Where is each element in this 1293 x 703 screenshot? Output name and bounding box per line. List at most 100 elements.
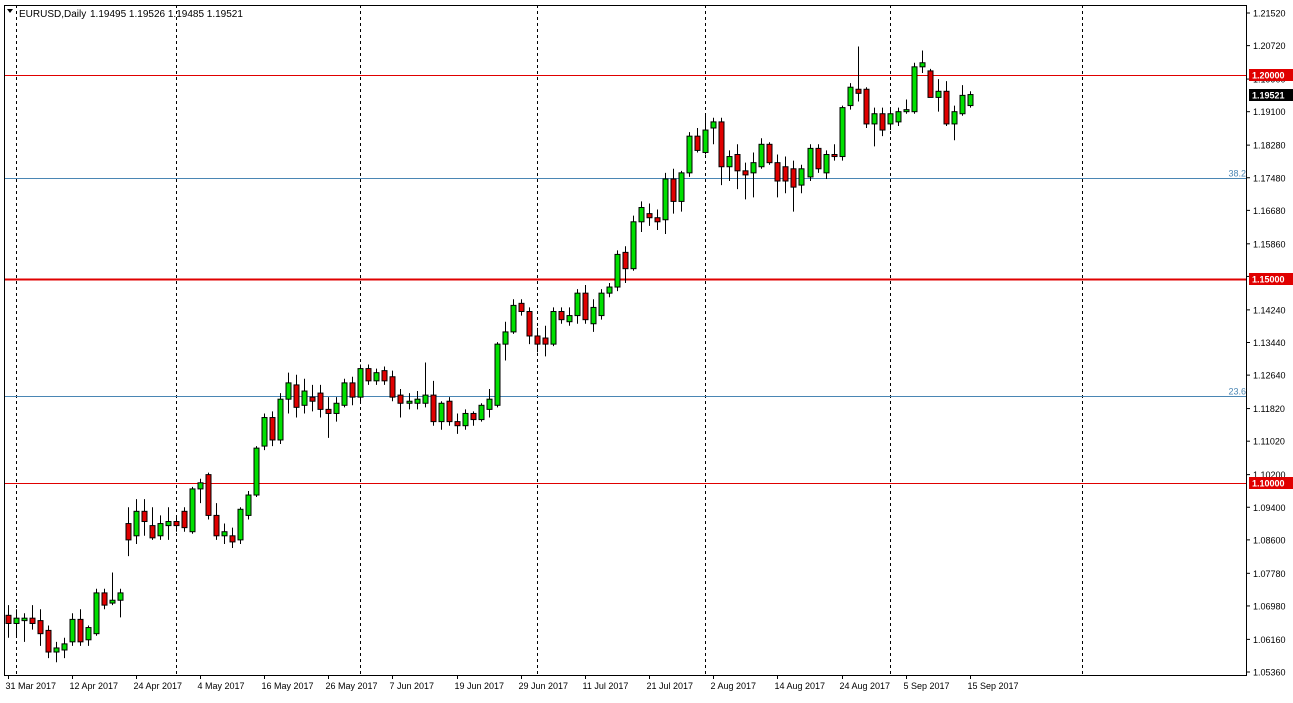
candle-body-bullish bbox=[479, 405, 484, 419]
candle[interactable] bbox=[928, 69, 933, 98]
candle-body-bullish bbox=[302, 391, 307, 405]
candle[interactable] bbox=[94, 589, 99, 636]
candle[interactable] bbox=[238, 507, 243, 544]
x-tick-label: 4 May 2017 bbox=[198, 681, 245, 691]
candle[interactable] bbox=[864, 87, 869, 128]
candle[interactable] bbox=[631, 216, 636, 271]
candle[interactable] bbox=[342, 379, 347, 408]
candle[interactable] bbox=[358, 365, 363, 402]
candle[interactable] bbox=[254, 446, 259, 497]
candle[interactable] bbox=[278, 393, 283, 444]
candle-body-bullish bbox=[503, 332, 508, 344]
candle-body-bearish bbox=[46, 630, 51, 652]
x-tick-label: 16 May 2017 bbox=[262, 681, 314, 691]
candle[interactable] bbox=[615, 250, 620, 291]
candle-body-bullish bbox=[607, 287, 612, 293]
y-tick-label: 1.06980 bbox=[1253, 601, 1286, 611]
candle-body-bearish bbox=[6, 615, 11, 623]
candle-body-bullish bbox=[86, 628, 91, 640]
candle[interactable] bbox=[599, 289, 604, 320]
candle[interactable] bbox=[206, 473, 211, 520]
candle[interactable] bbox=[551, 307, 556, 346]
candle-body-bullish bbox=[551, 312, 556, 345]
candle[interactable] bbox=[687, 132, 692, 177]
candle-body-bearish bbox=[543, 338, 548, 344]
candle-body-bearish bbox=[182, 511, 187, 527]
x-tick-label: 21 Jul 2017 bbox=[647, 681, 694, 691]
candle-body-bearish bbox=[214, 515, 219, 535]
chart-header: EURUSD,Daily 1.19495 1.19526 1.19485 1.1… bbox=[7, 9, 243, 20]
candle-body-bearish bbox=[527, 312, 532, 336]
candle-body-bullish bbox=[687, 136, 692, 173]
candle-body-bearish bbox=[350, 383, 355, 397]
current-price-tag-text: 1.19521 bbox=[1252, 91, 1285, 101]
candle-body-bullish bbox=[639, 208, 644, 222]
symbol-label: EURUSD,Daily bbox=[19, 9, 86, 20]
candle-body-bearish bbox=[864, 89, 869, 124]
candle-body-bearish bbox=[230, 536, 235, 542]
candle[interactable] bbox=[495, 342, 500, 407]
candle[interactable] bbox=[447, 397, 452, 426]
candle-body-bearish bbox=[390, 377, 395, 397]
candle-body-bullish bbox=[374, 373, 379, 381]
candle-body-bullish bbox=[952, 112, 957, 124]
candle-body-bullish bbox=[896, 112, 901, 122]
candle-body-bearish bbox=[655, 218, 660, 222]
candle-body-bullish bbox=[278, 399, 283, 440]
candle-body-bullish bbox=[254, 448, 259, 495]
y-tick-label: 1.08600 bbox=[1253, 535, 1286, 545]
candle-body-bullish bbox=[134, 511, 139, 535]
candle-body-bullish bbox=[679, 173, 684, 202]
candle-body-bearish bbox=[30, 618, 35, 623]
candle-body-bearish bbox=[398, 395, 403, 403]
x-tick-label: 11 Jul 2017 bbox=[583, 681, 629, 691]
candle-body-bearish bbox=[294, 385, 299, 407]
candle[interactable] bbox=[848, 83, 853, 110]
candle-body-bearish bbox=[944, 91, 949, 124]
candle-body-bullish bbox=[407, 401, 412, 403]
candle[interactable] bbox=[262, 413, 267, 450]
candle-body-bearish bbox=[928, 71, 933, 98]
candle-body-bullish bbox=[358, 369, 363, 398]
candle-body-bearish bbox=[583, 293, 588, 320]
candle-body-bearish bbox=[623, 252, 628, 268]
y-tick-label: 1.21520 bbox=[1253, 9, 1286, 19]
x-tick-label: 26 May 2017 bbox=[326, 681, 378, 691]
candle-body-bearish bbox=[471, 413, 476, 419]
candle-body-bullish bbox=[591, 307, 596, 323]
x-tick-label: 15 Sep 2017 bbox=[968, 681, 1019, 691]
x-tick-label: 31 Mar 2017 bbox=[6, 681, 57, 691]
candle[interactable] bbox=[190, 487, 195, 534]
y-tick-label: 1.06160 bbox=[1253, 635, 1286, 645]
y-tick-label: 1.12640 bbox=[1253, 371, 1286, 381]
x-tick-label: 19 Jun 2017 bbox=[455, 681, 505, 691]
x-tick-label: 7 Jun 2017 bbox=[390, 681, 435, 691]
candle[interactable] bbox=[808, 144, 813, 181]
x-tick-label: 29 Jun 2017 bbox=[519, 681, 569, 691]
candle-body-bullish bbox=[936, 91, 941, 97]
candle[interactable] bbox=[816, 144, 821, 173]
candle-body-bearish bbox=[38, 621, 43, 634]
candle-body-bullish bbox=[54, 648, 59, 652]
candle-body-bullish bbox=[463, 413, 468, 425]
candle[interactable] bbox=[246, 491, 251, 520]
level-price-tag-text: 1.10000 bbox=[1252, 479, 1285, 489]
candle[interactable] bbox=[840, 106, 845, 161]
candle-body-bearish bbox=[719, 122, 724, 167]
candle-body-bullish bbox=[342, 383, 347, 405]
candle[interactable] bbox=[912, 63, 917, 114]
candle-body-bearish bbox=[431, 395, 436, 422]
candle-body-bullish bbox=[799, 169, 804, 185]
candle-body-bearish bbox=[856, 89, 861, 93]
candle[interactable] bbox=[479, 403, 484, 421]
candle-body-bullish bbox=[166, 522, 171, 526]
candle[interactable] bbox=[767, 142, 772, 164]
candle-body-bearish bbox=[535, 336, 540, 344]
y-tick-label: 1.18280 bbox=[1253, 141, 1286, 151]
candle-body-bearish bbox=[142, 511, 147, 521]
candle-body-bullish bbox=[808, 148, 813, 177]
candle-body-bullish bbox=[286, 383, 291, 399]
candle[interactable] bbox=[182, 507, 187, 531]
